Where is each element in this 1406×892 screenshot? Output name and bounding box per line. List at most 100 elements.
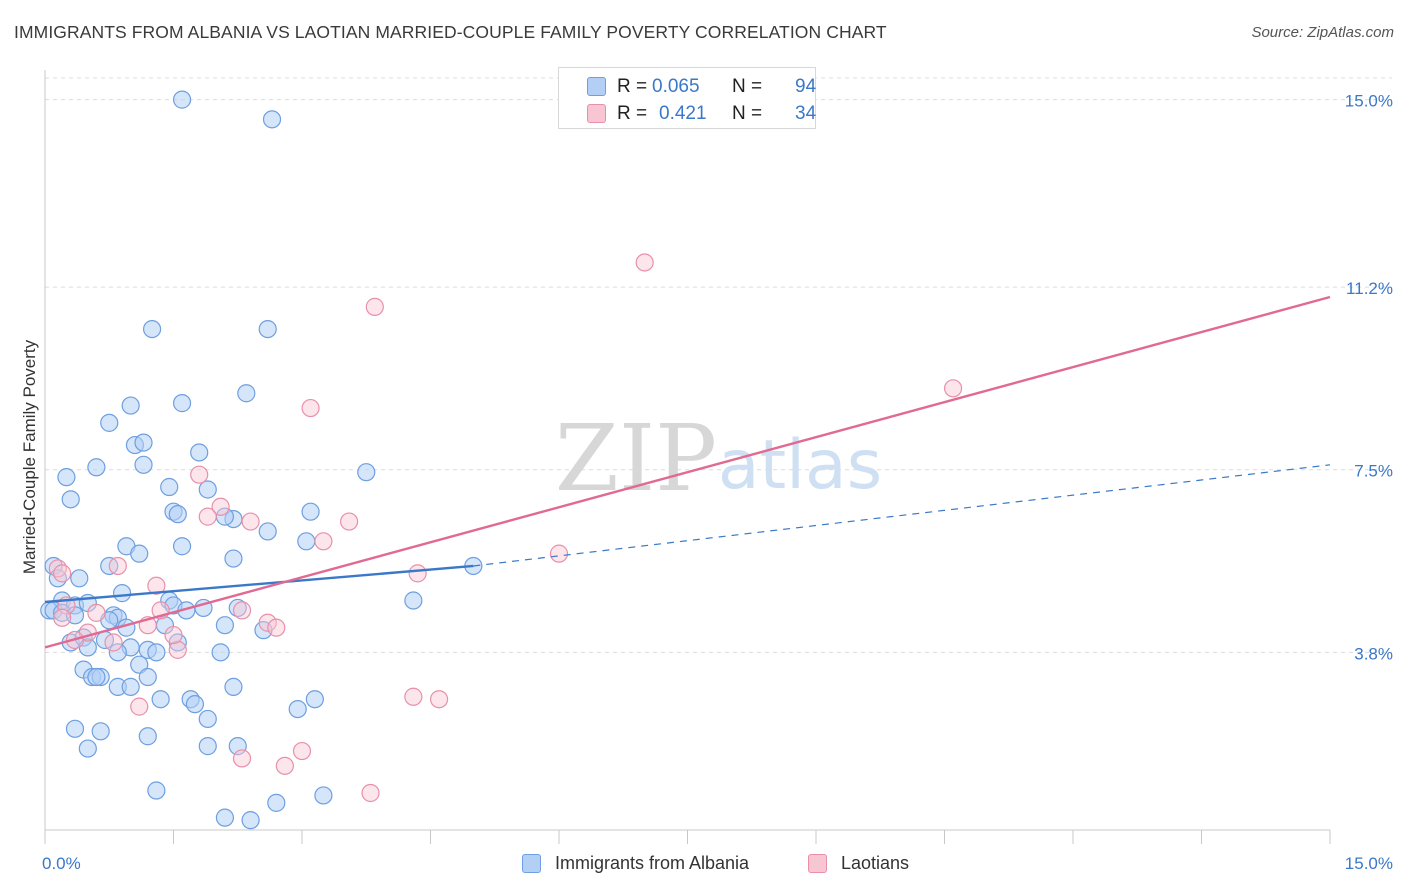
laotian-point (404, 687, 423, 706)
albania-point (224, 549, 243, 568)
legend-n-label: N = (732, 76, 763, 97)
albania-point (121, 677, 140, 696)
laotian-point (943, 379, 963, 398)
laotian-point (53, 608, 72, 627)
albania-point (121, 396, 140, 415)
laotian-point (340, 512, 359, 531)
laotian-point (232, 601, 252, 620)
laotian-point (190, 465, 209, 484)
albania-swatch (522, 854, 541, 873)
albania-point (70, 569, 89, 588)
laotian-point (635, 253, 654, 272)
albania-point (267, 793, 286, 812)
laotian-point (168, 640, 187, 659)
chart-title: IMMIGRANTS FROM ALBANIA VS LAOTIAN MARRI… (14, 22, 887, 42)
trend-layer (44, 295, 1331, 649)
laotian-trend-line (44, 295, 1331, 649)
x-tick-label-min: 0.0% (42, 854, 81, 873)
albania-point (288, 699, 307, 719)
legend-r-value: 0.421 (659, 103, 707, 124)
y-tick-label: 3.8% (1354, 644, 1393, 663)
albania-point (237, 384, 256, 403)
albania-point (138, 667, 157, 687)
laotian-point (232, 749, 252, 768)
albania-point (138, 727, 157, 746)
laotian-point (429, 690, 449, 709)
legend-r-value: 0.065 (652, 76, 700, 97)
albania-point (215, 808, 234, 827)
source-label: Source: ZipAtlas.com (1251, 24, 1394, 41)
albania-point (130, 655, 149, 674)
albania-swatch (587, 77, 606, 96)
y-tick-label: 11.2% (1346, 279, 1393, 298)
legend-n-value: 34 (795, 103, 817, 124)
albania-point (215, 616, 234, 635)
albania-point (91, 722, 110, 741)
albania-point (198, 709, 217, 729)
albania-point (160, 477, 179, 497)
albania-point (404, 591, 423, 610)
albania-point (87, 458, 106, 477)
albania-point (172, 537, 192, 556)
albania-point (297, 532, 316, 551)
albania-point (65, 719, 85, 738)
albania-point (147, 781, 166, 800)
albania-point (61, 490, 80, 509)
legend-n-label: N = (732, 103, 763, 124)
laotian-point (108, 556, 127, 576)
grid-layer (45, 77, 1392, 653)
albania-point (258, 319, 277, 339)
laotian-swatch (587, 104, 606, 123)
points-layer (40, 90, 963, 830)
watermark: ZIP atlas (555, 405, 882, 512)
watermark-atlas: atlas (718, 426, 882, 505)
albania-point (142, 319, 162, 339)
laotian-point (198, 507, 217, 526)
albania-point (134, 455, 153, 474)
albania-point (301, 502, 320, 521)
albania-point (172, 394, 192, 413)
legend-r-label: R = (617, 103, 648, 124)
laotian-point (130, 697, 149, 716)
albania-point (314, 786, 333, 805)
laotian-point (87, 603, 106, 622)
albania-point (258, 522, 277, 541)
laotian-point (314, 532, 333, 551)
laotian-point (241, 512, 260, 531)
laotian-point (267, 618, 286, 637)
albania-point (100, 413, 119, 432)
albania-point (185, 695, 205, 714)
bottom-legend-label: Laotians (841, 853, 910, 873)
albania-point (262, 110, 282, 129)
albania-trend-line (44, 564, 474, 604)
albania-point (87, 667, 106, 687)
stats-legend: R = 0.065 N = 94 R = 0.421 N = 34 (558, 67, 816, 129)
laotian-point (408, 564, 427, 583)
albania-point (147, 643, 166, 662)
albania-point (108, 643, 127, 662)
laotian-point (164, 625, 183, 645)
albania-point (168, 505, 187, 524)
laotian-point (292, 741, 312, 761)
albania-point (224, 677, 243, 696)
axis-layer (44, 70, 1331, 844)
albania-point (190, 443, 209, 462)
laotian-point (211, 497, 230, 516)
laotian-point (361, 783, 380, 803)
laotian-point (549, 544, 569, 563)
laotian-point (147, 576, 166, 595)
albania-point (198, 737, 217, 756)
laotian-point (258, 613, 277, 632)
y-tick-label: 15.0% (1345, 92, 1393, 111)
albania-point (151, 690, 170, 709)
legend-r-label: R = (617, 76, 648, 97)
laotian-point (53, 564, 72, 583)
watermark-zip: ZIP (555, 405, 717, 512)
albania-point (57, 468, 76, 487)
albania-point (198, 480, 217, 499)
laotian-point (365, 297, 384, 316)
albania-point (305, 690, 324, 709)
y-tick-label: 7.5% (1354, 462, 1393, 481)
albania-point (134, 433, 153, 452)
